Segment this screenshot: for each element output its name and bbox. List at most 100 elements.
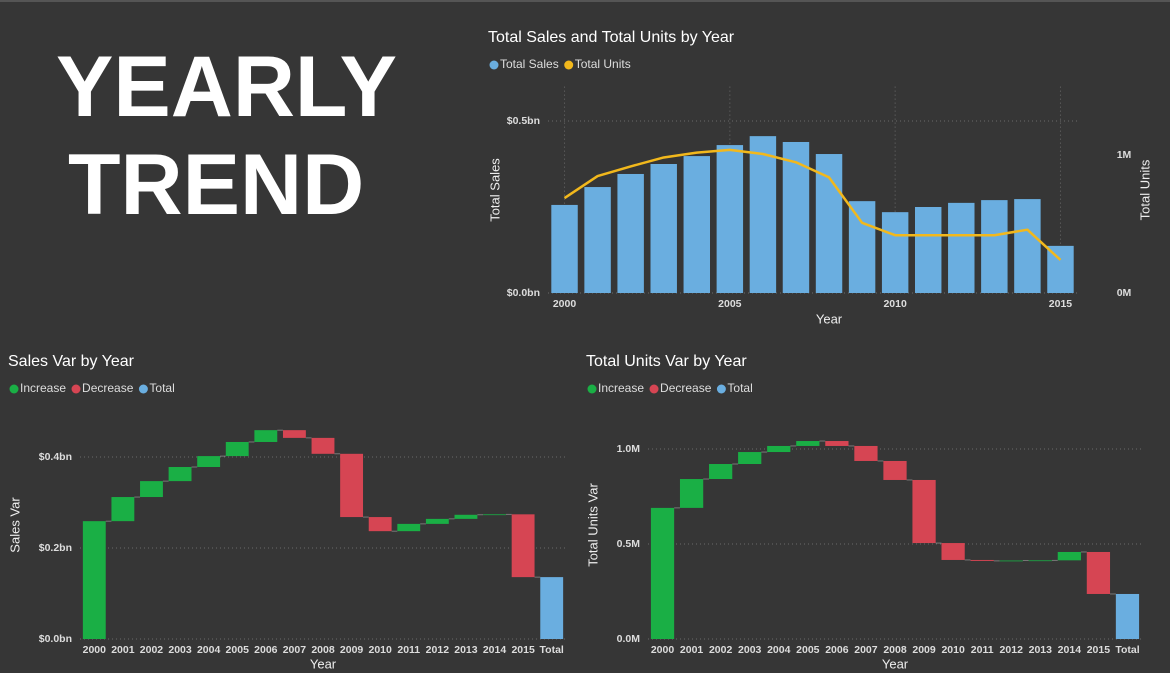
legend-label: Total Sales [500,57,559,71]
legend-marker [71,384,81,394]
x-tick-label: 2015 [1049,298,1073,310]
bar [1028,560,1052,562]
bar [254,430,278,442]
y-tick-label: 0.5M [617,538,641,550]
bar [1115,593,1140,639]
x-tick-label: 2003 [168,644,192,656]
y2-axis-title: Total Units [1137,159,1152,220]
bar [551,204,578,293]
x-tick-label: 2001 [111,644,135,656]
x-tick-label: 2015 [1087,644,1111,656]
bar [282,430,306,438]
bar [679,479,704,508]
bar [368,517,392,532]
x-tick-label: 2005 [226,644,250,656]
legend-marker [138,384,148,394]
x-tick-label: 2013 [454,644,478,656]
y2-tick-label: 0M [1117,287,1132,299]
y-axis-title: Total Units Var [585,483,600,567]
x-tick-label: 2007 [854,644,878,656]
x-tick-label: 2010 [883,298,907,310]
line [563,148,1062,261]
x-tick-label: 2003 [738,644,762,656]
x-tick-label: 2009 [340,644,364,656]
x-axis-title: Year [882,656,909,671]
bar [340,453,364,518]
bar [511,514,535,578]
bar [914,207,942,293]
y-tick-label: $0.0bn [507,287,540,299]
bar [796,441,820,446]
bar [883,460,907,480]
x-tick-label: 2000 [553,298,577,310]
bar [999,560,1023,562]
legend-marker [489,60,499,70]
x-axis-title: Year [310,656,337,671]
legend-marker [9,384,19,394]
x-tick-label: Total [540,644,564,656]
bar [1086,551,1111,594]
x-tick-label: 2014 [483,644,507,656]
bar [425,518,449,524]
bar [782,141,810,293]
x-tick-label: 2010 [368,644,392,656]
x-tick-label: 2007 [283,644,307,656]
x-tick-label: 2006 [254,644,278,656]
x-tick-label: 2000 [83,644,107,656]
bar [483,514,506,516]
bar [912,479,936,544]
x-tick-label: 2012 [1000,644,1024,656]
legend-label: Increase [598,381,644,395]
x-tick-label: 2000 [651,644,675,656]
x-tick-label: 2015 [511,644,535,656]
bar [749,136,777,293]
bar [815,154,843,293]
bar [454,514,478,519]
x-tick-label: 2012 [426,644,450,656]
x-tick-label: 2002 [709,644,733,656]
bar [941,543,965,560]
x-tick-label: 2008 [883,644,907,656]
bar [970,559,994,561]
legend-label: Total [149,381,174,395]
x-tick-label: 2014 [1058,644,1082,656]
x-tick-label: 2005 [796,644,820,656]
chart-title: Total Sales and Total Units by Year [488,29,735,46]
y-tick-label: $0.4bn [39,451,72,463]
x-tick-label: 2004 [197,644,221,656]
bar [540,577,564,639]
bar [225,441,249,457]
x-tick-label: 2010 [941,644,965,656]
bar [881,212,909,293]
legend-label: Decrease [660,381,712,395]
legend-label: Decrease [82,381,134,395]
x-tick-label: 2005 [718,298,742,310]
bar [197,456,221,468]
bar [767,445,791,453]
bar [683,156,711,293]
y2-tick-label: 1M [1117,149,1132,161]
bar [82,521,106,639]
legend-marker [716,384,726,394]
x-tick-label: 2006 [825,644,849,656]
bar [397,523,421,532]
bar [709,464,733,480]
legend-marker [649,384,659,394]
x-tick-label: 2002 [140,644,164,656]
bar [111,497,135,522]
x-tick-label: 2011 [397,644,420,656]
bar [650,507,675,639]
bar [848,201,876,293]
bar [981,200,1008,293]
bar [825,441,849,446]
bar [617,173,644,293]
page-title: TREND [68,137,364,233]
y-tick-label: $0.5bn [507,115,540,127]
bar [584,187,611,293]
bar [1057,551,1081,561]
page-title: YEARLY [56,39,397,135]
y-axis-title: Total Sales [487,158,502,222]
bar [738,452,762,465]
legend-label: Total [727,381,752,395]
legend-marker [564,60,574,70]
